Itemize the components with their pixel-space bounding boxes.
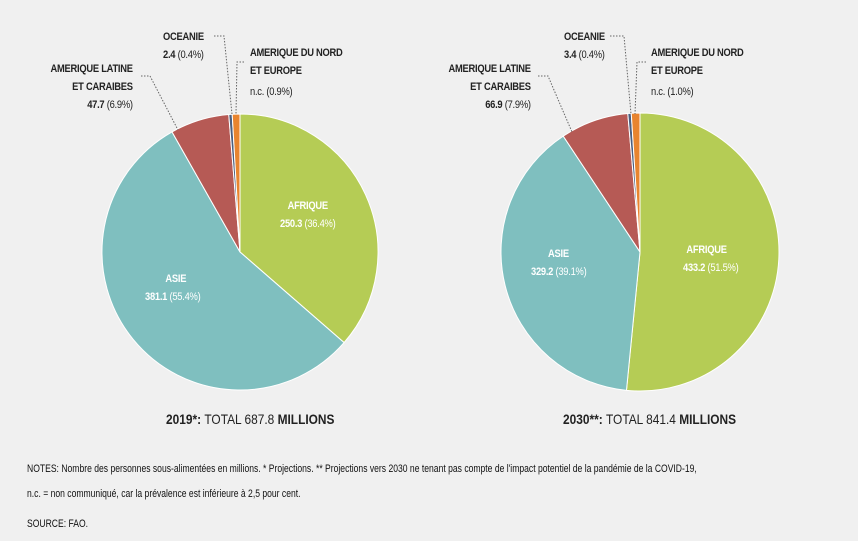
- label-afrique-2030: AFRIQUE 433.2 (51.5%): [683, 244, 739, 274]
- label-afrique-2019: AFRIQUE 250.3 (36.4%): [280, 200, 336, 230]
- label-asie-2030: ASIE 329.2 (39.1%): [531, 248, 587, 278]
- leader-line-amerique-latine-2030: [538, 75, 573, 133]
- label-oceanie-2019: OCEANIE 2.4 (0.4%): [163, 31, 204, 61]
- chart-title-2030: 2030**: TOTAL 841.4 MILLIONS: [563, 411, 737, 427]
- pie-slice-afrique: [239, 113, 379, 344]
- label-amerique-nord-2030: AMERIQUE DU NORD ET EUROPE n.c. (1.0%): [651, 47, 744, 98]
- label-asie-2019: ASIE 381.1 (55.4%): [145, 273, 201, 303]
- pie-2030: [500, 112, 780, 392]
- leader-lines: [141, 35, 646, 133]
- chart-title-2019: 2019*: TOTAL 687.8 MILLIONS: [166, 411, 335, 427]
- leader-line-amerique-nord-2019: [235, 61, 244, 115]
- pie-slice-asie: [101, 131, 345, 391]
- label-oceanie-2030: OCEANIE 3.4 (0.4%): [564, 31, 605, 61]
- leader-line-oceanie-2019: [214, 35, 233, 115]
- pie-slice-amerique-nord: [630, 112, 641, 253]
- label-amerique-latine-2030: AMERIQUE LATINE ET CARAIBES 66.9 (7.9%): [448, 63, 531, 111]
- pie-slice-amerique-nord: [231, 113, 241, 253]
- leader-line-oceanie-2030: [610, 35, 632, 115]
- pie-2019: [101, 113, 379, 391]
- notes-line-1: NOTES: Nombre des personnes sous-aliment…: [27, 463, 697, 475]
- leader-line-amerique-latine-2019: [141, 75, 179, 131]
- label-amerique-latine-2019: AMERIQUE LATINE ET CARAIBES 47.7 (6.9%): [50, 63, 133, 111]
- label-amerique-nord-2019: AMERIQUE DU NORD ET EUROPE n.c. (0.9%): [250, 47, 343, 98]
- source-note: SOURCE: FAO.: [27, 518, 89, 530]
- leader-line-amerique-nord-2030: [634, 61, 646, 115]
- pie-slice-afrique: [625, 112, 780, 392]
- notes-line-2: n.c. = non communiqué, car la prévalence…: [27, 488, 301, 500]
